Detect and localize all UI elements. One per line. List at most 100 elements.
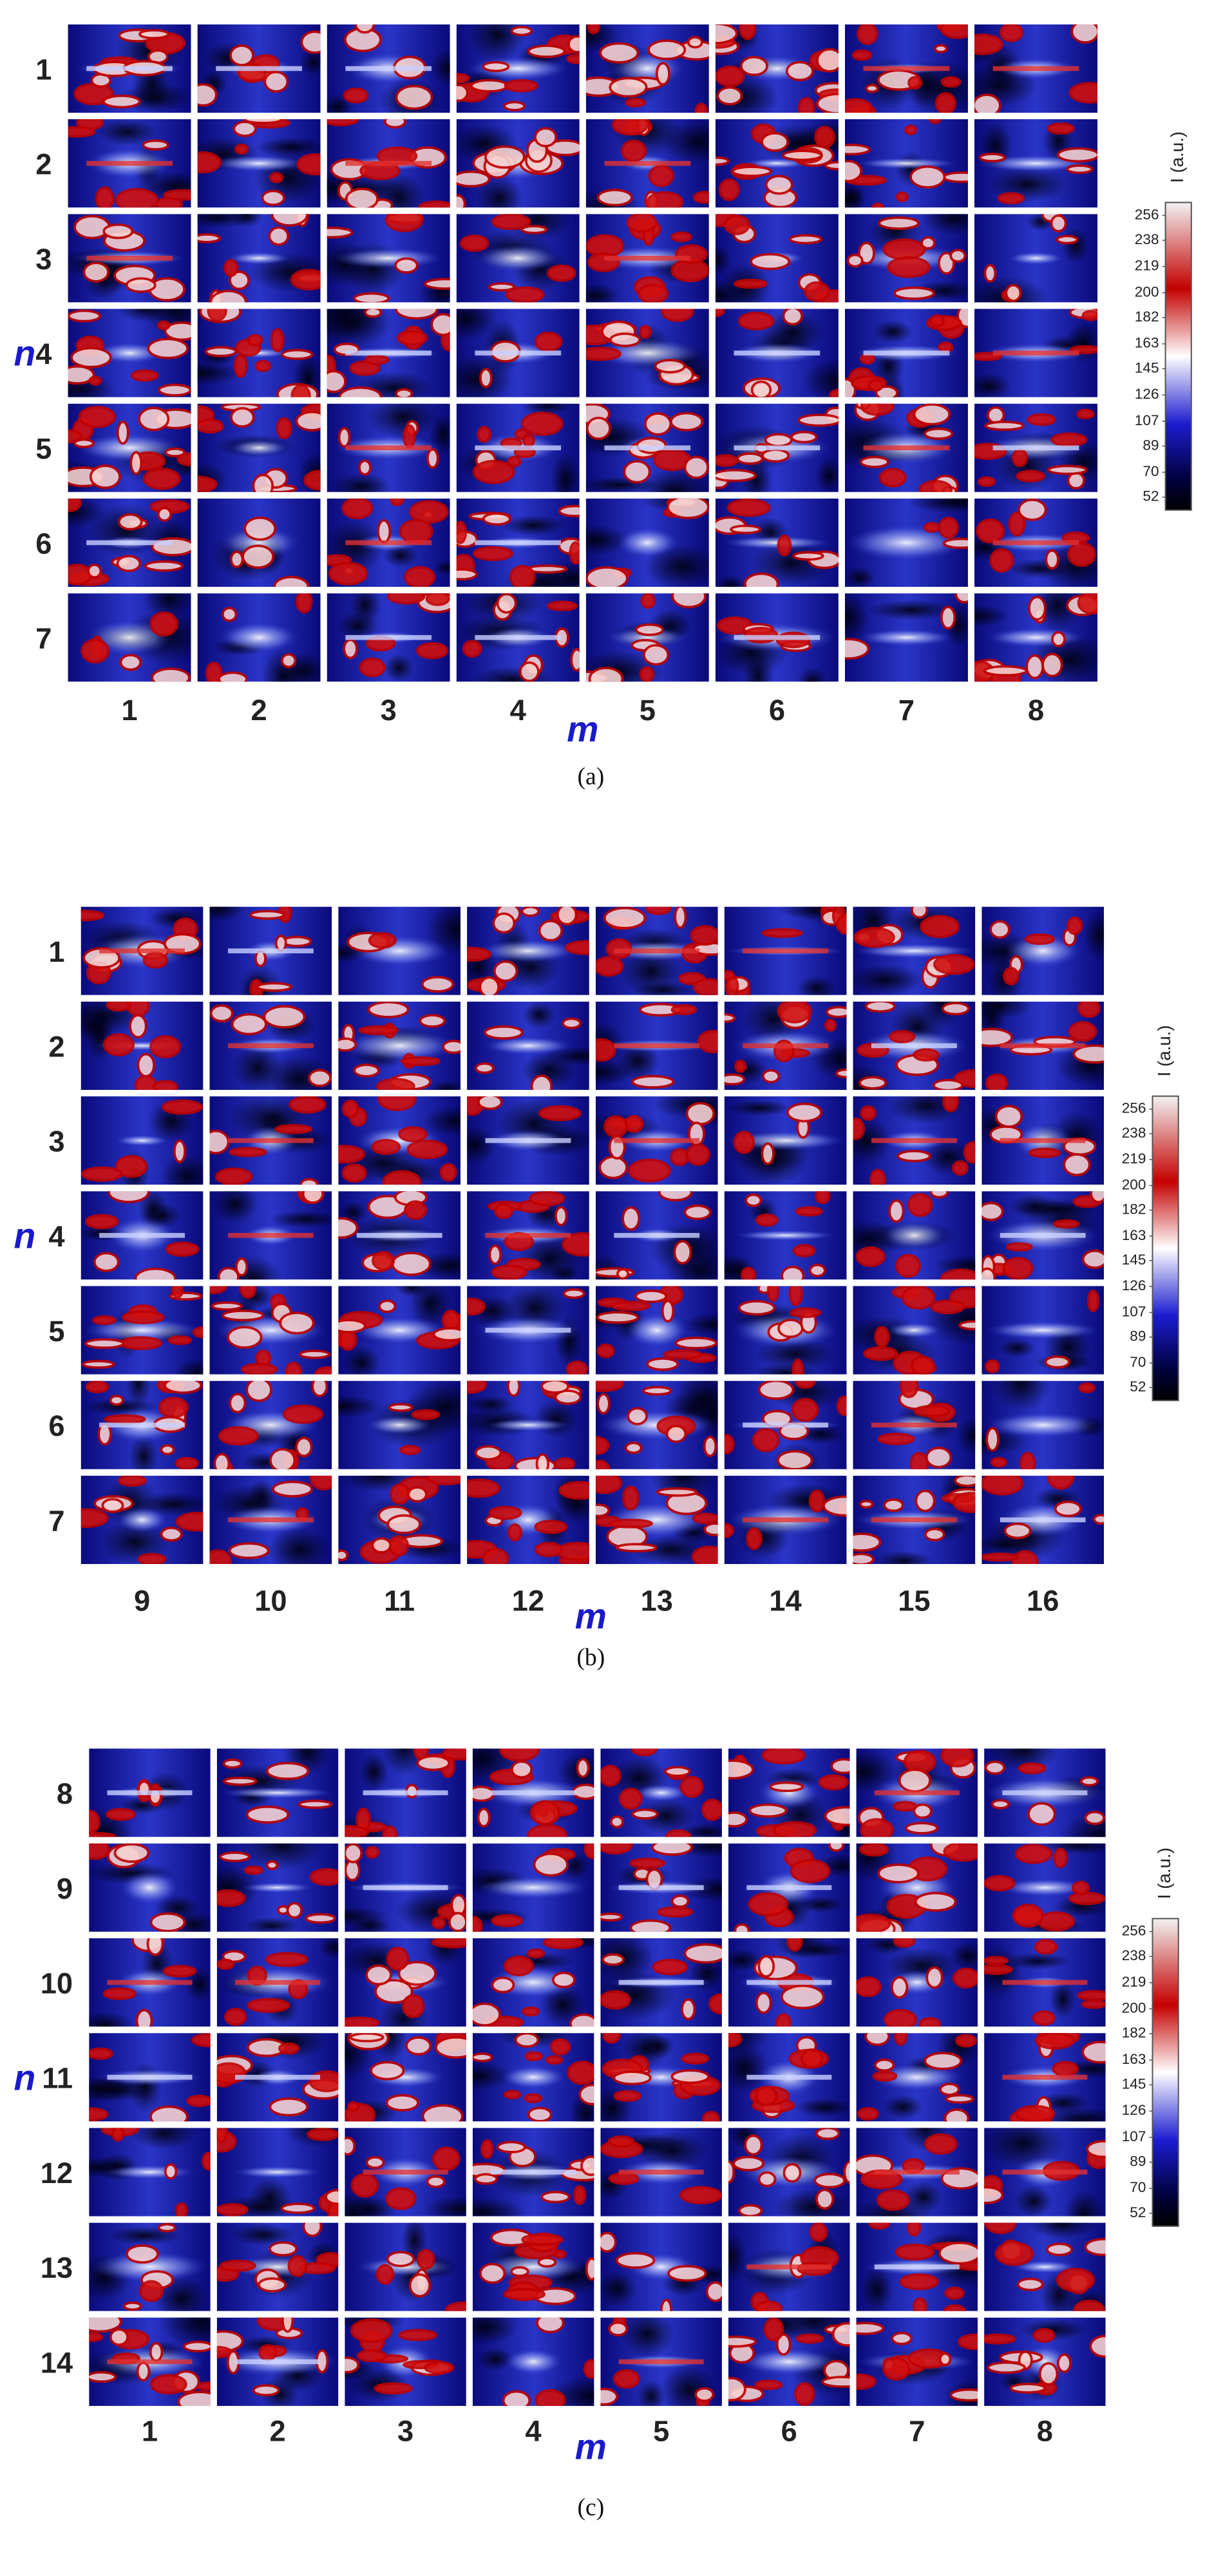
tile-blob — [137, 1053, 156, 1078]
tile-blob — [788, 234, 823, 245]
tile-blob — [608, 2321, 629, 2337]
tile-blob — [81, 910, 105, 922]
row-label: 2 — [35, 148, 52, 181]
tile-glow — [882, 1221, 946, 1249]
tile-blob — [982, 1552, 1020, 1562]
tile-blob — [984, 1875, 1016, 1892]
tile-blob — [1054, 1500, 1083, 1518]
tile-blob — [1027, 595, 1047, 621]
tile-blob — [652, 1958, 688, 1976]
row-label: 2 — [48, 1030, 64, 1063]
pattern-tile — [728, 1938, 850, 2027]
tile-blob — [761, 928, 803, 938]
pattern-tile — [472, 2128, 594, 2217]
tile-blob — [411, 1409, 441, 1420]
tile-blob — [934, 91, 956, 113]
tile-blob — [578, 2083, 594, 2106]
tile-blob — [1045, 549, 1059, 570]
tile-blob — [987, 2361, 1027, 2374]
tile-dark — [243, 1917, 299, 1932]
tile-blob — [102, 223, 134, 240]
tile-blob — [104, 1414, 146, 1424]
tile-blob — [383, 119, 406, 129]
colorbar-tick-label: 145 — [1122, 2075, 1146, 2092]
tile-blob — [382, 1825, 398, 1837]
tile-blob — [1051, 631, 1066, 647]
tile-blob — [907, 2222, 922, 2237]
tile-blob — [851, 49, 873, 61]
tile-blob — [521, 2233, 564, 2246]
tile-blob — [748, 1803, 788, 1818]
tile-blob — [543, 1938, 583, 1949]
tile-blob — [480, 2139, 494, 2159]
pattern-tile — [216, 1748, 339, 1837]
pattern-tile — [585, 119, 709, 208]
tile-blob — [384, 214, 424, 233]
tile-blob — [229, 44, 254, 67]
tile-blob — [95, 186, 115, 208]
tile-streak — [86, 256, 173, 261]
tile-blob — [616, 1268, 630, 1280]
tile-glow — [77, 434, 183, 463]
tile-blob — [296, 153, 321, 176]
tile-blob — [715, 468, 757, 482]
tile-blob — [328, 561, 368, 586]
tile-blob — [534, 331, 563, 352]
tile-glow — [222, 1787, 334, 1798]
tile-glow — [1000, 1878, 1090, 1897]
tile-blob — [646, 1357, 679, 1371]
row-label: 7 — [48, 1504, 64, 1537]
tile-blob — [891, 2331, 913, 2345]
tile-streak — [475, 540, 562, 546]
tile-blob — [82, 262, 109, 283]
pattern-tile — [338, 906, 461, 995]
pattern-tile — [472, 2033, 594, 2122]
tile-blob — [907, 76, 922, 90]
tile-glow — [1005, 934, 1081, 968]
tile-blob — [102, 94, 141, 109]
tile-dark — [318, 1938, 339, 1960]
row-axis-label: n — [14, 2057, 36, 2097]
tile-blob — [424, 2361, 455, 2374]
tile-blob — [656, 1487, 698, 1497]
tile-blob — [295, 593, 313, 614]
tile-blob — [984, 421, 1025, 432]
tile-blob — [1068, 1021, 1097, 1042]
tile-blob — [327, 119, 359, 126]
tile-blob — [938, 2352, 952, 2367]
tile-blob — [510, 26, 533, 37]
tile-blob — [488, 1245, 502, 1265]
tile-dark — [522, 1001, 556, 1029]
tile-blob — [792, 1244, 816, 1257]
tile-dark — [874, 1550, 933, 1565]
column-label: 10 — [254, 1584, 287, 1617]
tile-blob — [818, 1774, 849, 1791]
tile-blob — [534, 127, 558, 148]
tile-glow — [617, 527, 678, 558]
tile-blob — [868, 379, 884, 392]
tile-blob — [795, 1380, 816, 1389]
tile-blob — [999, 24, 1023, 43]
tile-blob — [844, 143, 871, 156]
tile-blob — [624, 1442, 643, 1455]
tile-blob — [175, 1511, 204, 1532]
column-label: 3 — [397, 2415, 413, 2448]
tile-streak — [345, 445, 432, 451]
tile-blob — [890, 1976, 909, 1999]
pattern-tile — [853, 1001, 976, 1090]
tile-blob — [613, 2090, 641, 2102]
row-label: 1 — [48, 935, 64, 968]
tile-blob — [942, 1096, 959, 1112]
tile-blob — [290, 269, 321, 291]
pattern-tile — [974, 24, 1098, 113]
tile-blob — [102, 1033, 135, 1056]
tile-glow — [82, 1318, 202, 1342]
pattern-tile — [856, 2222, 978, 2311]
tile-dark — [359, 1753, 389, 1791]
tile-blob — [987, 406, 1005, 425]
tile-blob — [925, 1966, 944, 1989]
tile-blob — [186, 2094, 211, 2107]
tile-blob — [893, 286, 935, 300]
column-label: 5 — [640, 694, 656, 727]
tile-streak — [216, 66, 302, 72]
